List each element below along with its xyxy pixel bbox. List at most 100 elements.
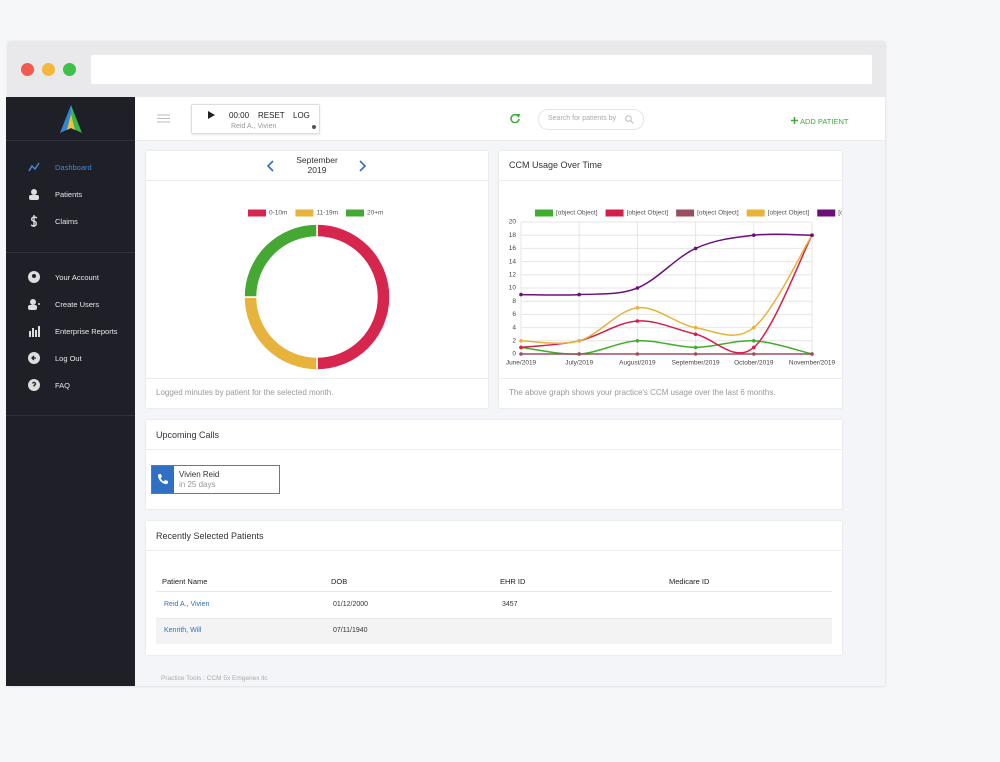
x-tick-label: July/2019: [565, 360, 593, 367]
patients-icon: [29, 189, 39, 200]
nav-item[interactable]: Enterprise Reports: [55, 327, 118, 336]
patient-link[interactable]: Reid A., Vivien: [164, 601, 210, 608]
nav-item[interactable]: Log Out: [55, 354, 82, 363]
search-placeholder: Search for patients by: [548, 115, 617, 122]
call-card[interactable]: Vivien Reid in 25 days: [151, 465, 280, 494]
legend-label: [object Object]: [556, 210, 598, 217]
add-patient-button[interactable]: ADD PATIENT: [800, 117, 849, 126]
play-button[interactable]: [208, 111, 216, 119]
nav-item[interactable]: Patients: [55, 190, 83, 199]
data-point: [752, 233, 756, 237]
log-button[interactable]: LOG: [293, 111, 310, 120]
phone-icon: [158, 474, 168, 485]
x-tick-label: August/2019: [619, 360, 656, 367]
patient-link[interactable]: Kenrith, Will: [164, 627, 202, 634]
prev-month[interactable]: [266, 160, 276, 172]
data-point: [519, 292, 523, 297]
reports-icon: [29, 326, 40, 337]
data-point: [635, 319, 640, 323]
upcoming-panel: Upcoming Calls Vivien Reid in 25 days: [146, 420, 842, 509]
call-name: Vivien Reid: [179, 470, 220, 479]
year: 2019: [307, 165, 327, 175]
caption: The above graph shows your practice's CC…: [509, 388, 776, 397]
line-chart: 0 2 4 6 8 10 12 14 16 18 20 June/2019 July/2019 Augus…: [506, 209, 842, 367]
ehr-id: 3457: [502, 601, 518, 608]
data-point: [810, 233, 814, 237]
nav-item[interactable]: Create Users: [55, 300, 100, 309]
next-month[interactable]: [357, 160, 367, 172]
data-point: [577, 352, 581, 356]
legend-label: 20+m: [367, 210, 383, 217]
data-point: [577, 292, 581, 297]
logout-icon: [28, 352, 40, 364]
legend-swatch: [248, 209, 266, 217]
column-header: EHR ID: [500, 577, 526, 586]
legend-label: 11-19m: [316, 210, 338, 217]
panel-title: Upcoming Calls: [156, 430, 220, 440]
data-point: [693, 325, 698, 330]
legend-label: [object Object]: [627, 210, 669, 217]
data-point: [693, 332, 698, 336]
donut-chart: 0-10m 11-19m 20+m: [243, 209, 391, 371]
data-point: [519, 352, 523, 356]
data-point: [635, 352, 640, 356]
footer: Practice Tools : CCM 5x Emgenex llc: [161, 675, 268, 682]
month: September: [296, 155, 338, 165]
nav-item[interactable]: Your Account: [55, 273, 99, 282]
active-patient: Reid A., Vivien: [231, 123, 277, 130]
y-tick-label: 16: [509, 245, 517, 252]
data-point: [519, 345, 523, 350]
search-box[interactable]: Search for patients by: [538, 109, 644, 130]
legend-label: [object Object]: [768, 210, 810, 217]
logo: [60, 105, 82, 133]
y-tick-label: 10: [509, 285, 517, 292]
legend-label: [object Object]: [697, 210, 739, 217]
search-icon: [625, 115, 634, 124]
account-icon: [28, 271, 40, 283]
data-point: [752, 345, 756, 350]
y-tick-label: 6: [512, 311, 516, 318]
menu-icon[interactable]: [157, 114, 170, 123]
nav-item[interactable]: Claims: [55, 217, 78, 226]
reset-button[interactable]: RESET: [258, 111, 285, 120]
data-point: [810, 352, 814, 356]
donut-panel: September 2019 0-10m 11-19m 20+m Logged mi…: [146, 151, 488, 408]
row-line: [156, 591, 832, 592]
y-tick-label: 4: [512, 324, 516, 331]
column-header: DOB: [331, 577, 348, 586]
legend-label: 0-10m: [269, 210, 287, 217]
y-tick-label: 18: [509, 232, 517, 239]
data-point: [635, 286, 640, 290]
sidebar: Dashboard Patients Claims Your Account C…: [6, 97, 135, 686]
recent-panel: Recently Selected Patients Patient Name …: [146, 521, 842, 655]
create-users-icon: [28, 299, 40, 310]
nav-item[interactable]: FAQ: [55, 381, 71, 390]
data-point: [752, 339, 756, 343]
timer-box: 00:00 RESET LOG Reid A., Vivien: [191, 104, 320, 134]
nav-item[interactable]: Dashboard: [55, 163, 92, 172]
panel-title: CCM Usage Over Time: [509, 160, 603, 170]
legend-label: [object Object]: [838, 210, 842, 217]
maximize-dot[interactable]: [63, 63, 76, 76]
refresh-icon[interactable]: [510, 113, 520, 123]
legend-swatch: [605, 209, 624, 217]
minimize-dot[interactable]: [42, 63, 55, 76]
dob: 01/12/2000: [333, 601, 369, 608]
series-line: [520, 233, 813, 296]
column-header: Medicare ID: [669, 577, 710, 586]
timer: 00:00: [229, 111, 250, 120]
close-dot[interactable]: [21, 63, 34, 76]
y-tick-label: 2: [512, 338, 516, 345]
data-point: [693, 345, 698, 350]
y-tick-label: 12: [509, 272, 517, 279]
y-tick-label: 8: [512, 298, 516, 305]
donut-segment: [243, 223, 318, 298]
y-tick-label: 20: [509, 219, 517, 226]
header: 00:00 RESET LOG Reid A., Vivien Search f…: [135, 97, 885, 141]
legend-swatch: [346, 209, 364, 217]
address-bar[interactable]: [91, 55, 872, 84]
data-point: [635, 339, 640, 343]
caption: Logged minutes by patient for the select…: [156, 388, 334, 397]
data-point: [752, 352, 756, 356]
